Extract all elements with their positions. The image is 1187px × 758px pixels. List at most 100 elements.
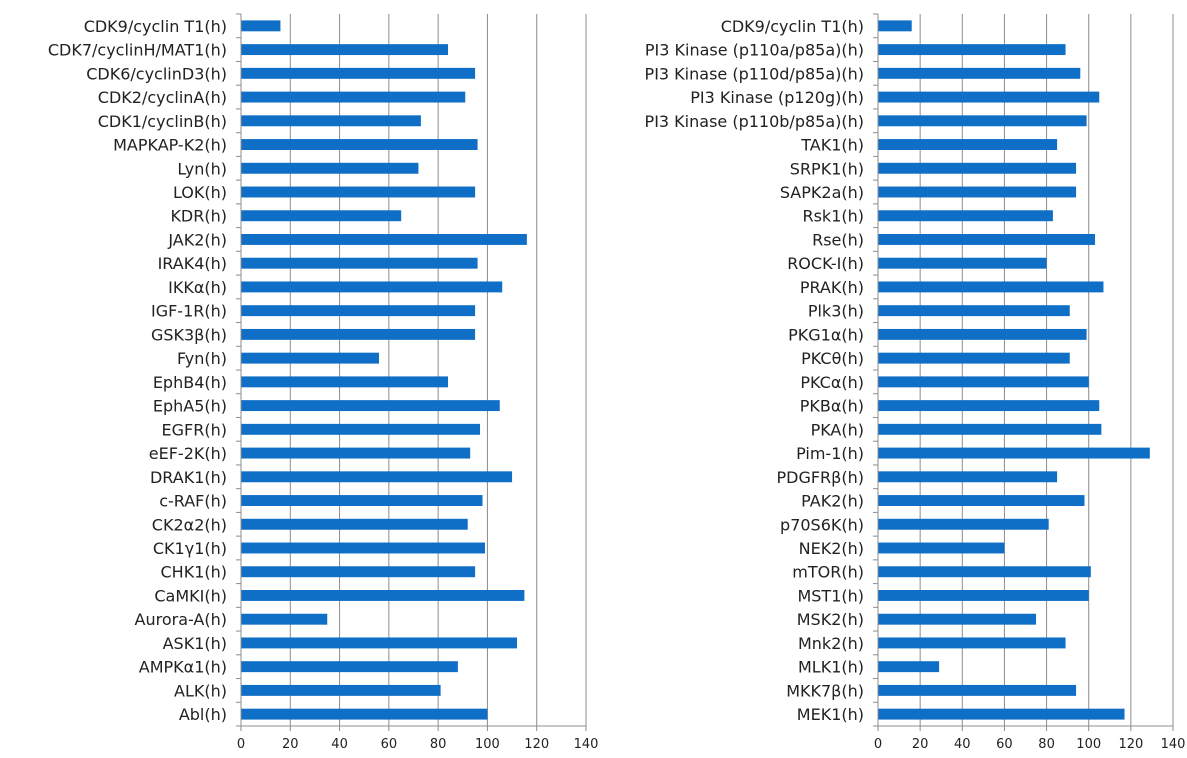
category-label: CDK2/cyclinA(h) <box>98 88 227 107</box>
bar <box>878 91 1100 103</box>
category-label: CDK6/cyclinD3(h) <box>86 64 227 83</box>
category-label: PKCα(h) <box>800 373 864 392</box>
category-label: CDK7/cyclinH/MAT1(h) <box>48 41 227 60</box>
category-label: Lyn(h) <box>177 159 227 178</box>
category-label: EGFR(h) <box>162 420 227 439</box>
category-label: Rsk1(h) <box>802 207 864 226</box>
bar <box>878 684 1077 696</box>
category-label: PDGFRβ(h) <box>776 468 864 487</box>
bar <box>878 305 1070 317</box>
category-label: PI3 Kinase (p120g)(h) <box>690 88 864 107</box>
category-label: KDR(h) <box>170 207 227 226</box>
category-label: NEK2(h) <box>799 539 864 558</box>
category-label: MKK7β(h) <box>786 681 864 700</box>
bar <box>878 44 1066 56</box>
bar <box>878 186 1077 198</box>
x-tick-label: 140 <box>574 737 599 752</box>
bar <box>241 305 476 317</box>
bar <box>878 376 1089 388</box>
bar <box>241 67 476 79</box>
x-tick-label: 40 <box>331 737 348 752</box>
category-label: CDK1/cyclinB(h) <box>98 112 227 131</box>
bar <box>241 495 483 506</box>
bar <box>241 234 527 245</box>
bar <box>241 613 328 625</box>
bar <box>241 447 471 459</box>
category-label: Plk3(h) <box>808 302 864 321</box>
category-label: PRAK(h) <box>800 278 864 297</box>
bar <box>878 708 1125 720</box>
bar <box>241 115 421 127</box>
bar <box>241 661 458 673</box>
category-label: Pim-1(h) <box>796 444 864 463</box>
category-label: ROCK-I(h) <box>787 254 864 273</box>
bar <box>241 400 500 412</box>
bar <box>878 210 1053 222</box>
x-tick-label: 120 <box>1118 737 1143 752</box>
category-label: ASK1(h) <box>163 634 227 653</box>
x-tick-label: 100 <box>475 737 500 752</box>
bar <box>878 352 1070 364</box>
bar <box>241 471 513 483</box>
category-label: SRPK1(h) <box>790 159 864 178</box>
bar <box>241 684 441 696</box>
bar <box>878 139 1058 150</box>
bar <box>241 186 476 198</box>
category-label: GSK3β(h) <box>151 325 227 344</box>
category-label: Mnk2(h) <box>798 634 864 653</box>
category-label: MLK1(h) <box>798 658 864 677</box>
category-label: c-RAF(h) <box>159 492 227 511</box>
bar <box>878 471 1058 483</box>
category-label: EphB4(h) <box>153 373 227 392</box>
bar <box>241 162 419 174</box>
bar <box>241 281 503 293</box>
x-tick-label: 120 <box>524 737 549 752</box>
bar <box>878 613 1037 625</box>
category-label: PI3 Kinase (p110b/p85a)(h) <box>645 112 864 131</box>
category-label: PAK2(h) <box>801 492 864 511</box>
category-label: AMPKα1(h) <box>139 658 227 677</box>
bar <box>878 162 1077 174</box>
chart-panel-2: 0 20 40 60 80 100 120 140 CDK9/cyclin T1(h) PI3 K… <box>645 13 1186 752</box>
bar <box>878 495 1085 506</box>
category-label: CDK9/cyclin T1(h) <box>721 17 864 36</box>
category-label: IGF-1R(h) <box>151 302 227 321</box>
category-label: LOK(h) <box>173 183 227 202</box>
chart-panel-1: 0 20 40 60 80 100 120 140 CDK9/cyclin T1(h) CDK7/… <box>48 13 599 752</box>
bar <box>878 115 1087 127</box>
bar <box>878 590 1089 601</box>
bar <box>241 210 402 222</box>
x-tick-label: 60 <box>996 737 1013 752</box>
bar <box>878 447 1150 459</box>
category-label: PI3 Kinase (p110d/p85a)(h) <box>645 64 864 83</box>
category-label: SAPK2a(h) <box>780 183 864 202</box>
category-label: mTOR(h) <box>792 563 864 582</box>
category-label: Aurora-A(h) <box>135 610 227 629</box>
category-label: DRAK1(h) <box>150 468 227 487</box>
x-tick-label: 40 <box>954 737 971 752</box>
bar <box>878 20 912 32</box>
category-label: CHK1(h) <box>161 563 228 582</box>
category-label: TAK1(h) <box>800 136 864 155</box>
bar <box>241 20 281 32</box>
bar <box>878 67 1081 79</box>
bar <box>241 139 478 150</box>
category-label: MST1(h) <box>797 586 864 605</box>
x-tick-label: 140 <box>1161 737 1186 752</box>
bar <box>241 423 481 435</box>
bar <box>878 257 1047 269</box>
bar <box>878 518 1049 530</box>
bar <box>241 328 476 340</box>
category-label: MSK2(h) <box>797 610 864 629</box>
x-tick-label: 100 <box>1076 737 1101 752</box>
category-label: PKBα(h) <box>800 397 864 416</box>
category-label: PI3 Kinase (p110a/p85a)(h) <box>645 41 864 60</box>
bar <box>878 400 1100 412</box>
bar <box>241 542 485 554</box>
category-label: p70S6K(h) <box>780 515 864 534</box>
bar <box>878 423 1102 435</box>
bar <box>241 91 466 103</box>
category-label: IKKα(h) <box>168 278 227 297</box>
bar <box>878 234 1096 245</box>
